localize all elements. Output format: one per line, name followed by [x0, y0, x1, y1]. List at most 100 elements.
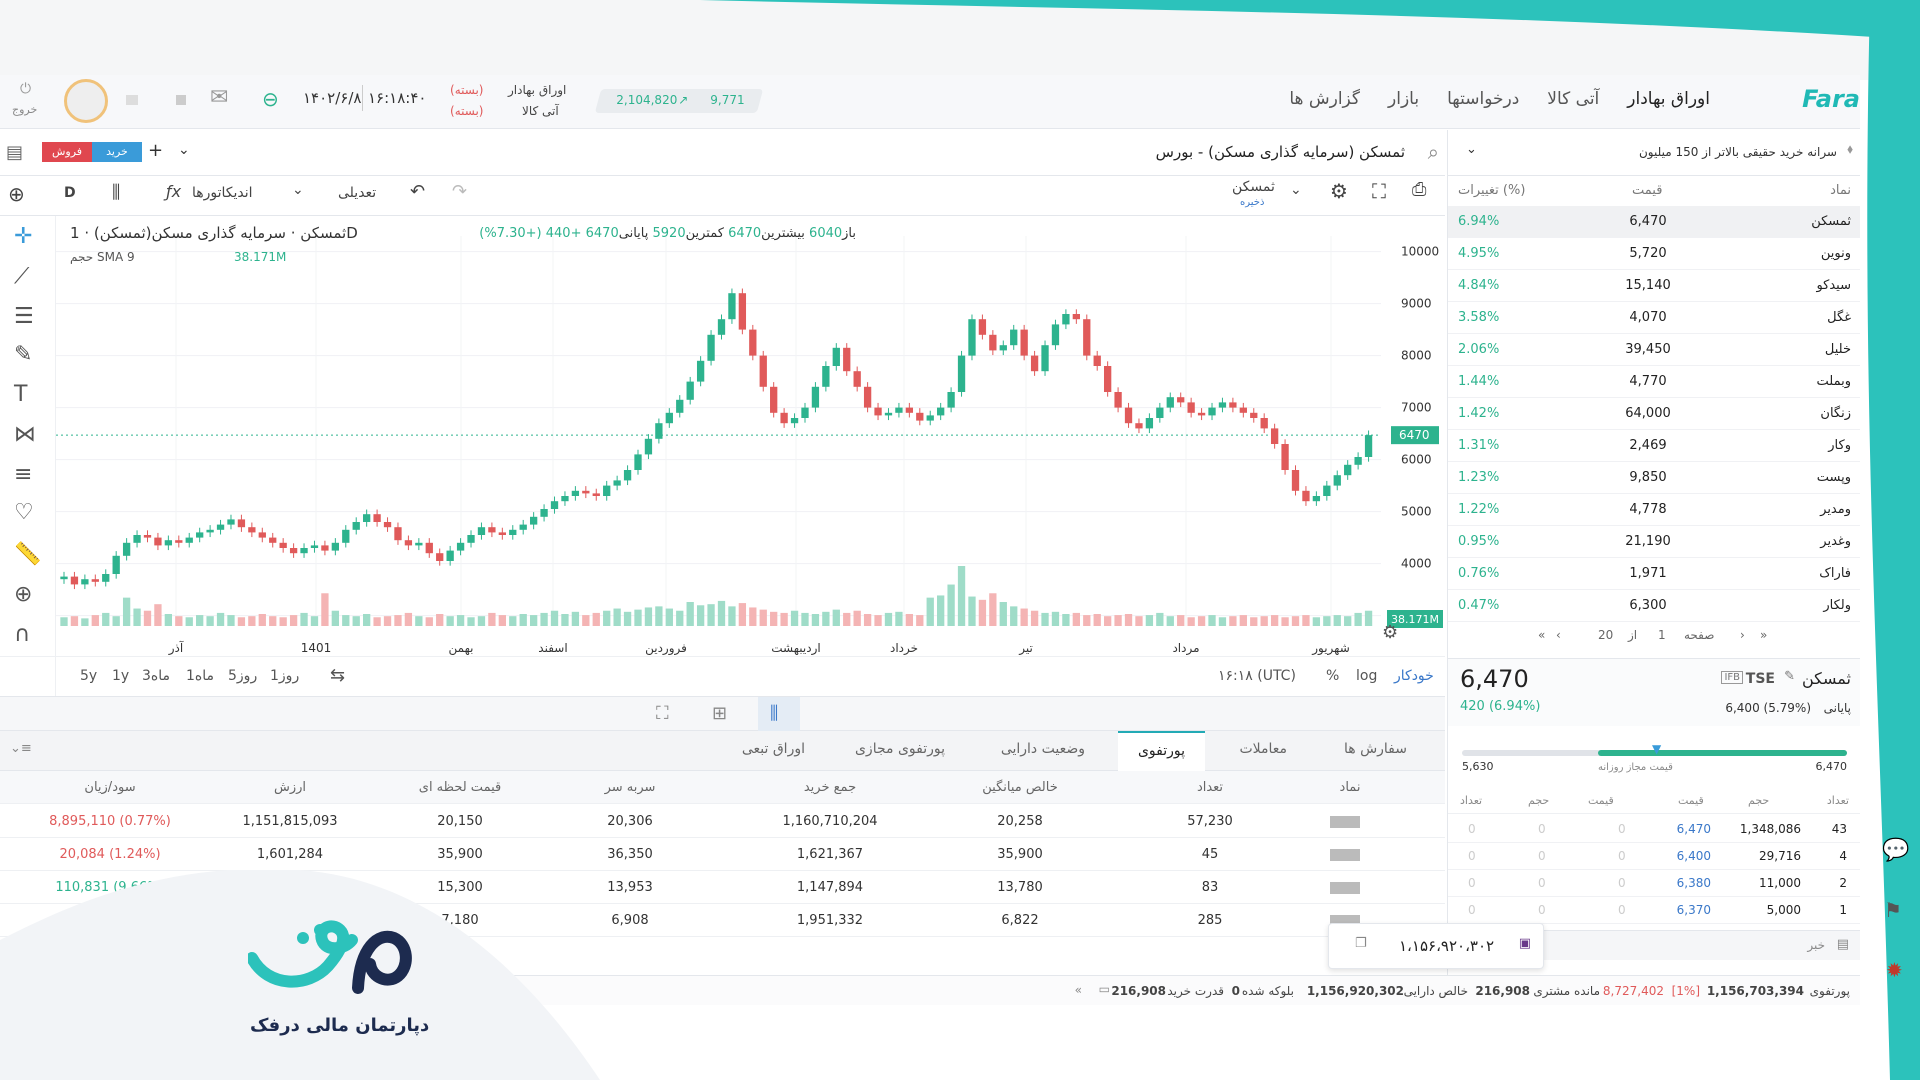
wallet-icon[interactable]: ▭	[1098, 982, 1110, 996]
chevron-down-icon[interactable]: ⌄	[292, 182, 304, 198]
watchlist-row[interactable]: ومدیر 4,778 1.22%	[1448, 494, 1860, 526]
brush-icon[interactable]: ✎	[14, 342, 33, 367]
date-range-icon[interactable]: ⇆	[330, 665, 346, 686]
settings-gear-icon[interactable]: ⚙	[1330, 179, 1348, 203]
orderbook-row[interactable]: 1 5,000 6,370 0 0 0	[1448, 897, 1860, 924]
logout-label[interactable]: خروج	[12, 103, 38, 116]
portfolio-row[interactable]: 57,230 20,258 1,160,710,204 20,306 20,150 1,1…	[0, 805, 1445, 838]
panel-menu-icon[interactable]: ⌄≡	[10, 741, 32, 756]
chevron-down-icon[interactable]: ⌄	[178, 142, 190, 158]
menu-securities[interactable]: اوراق بهادار	[1627, 89, 1710, 109]
prev-page-icon[interactable]: ‹	[1556, 628, 1561, 642]
watchlist-row[interactable]: ولکار 6,300 0.47%	[1448, 590, 1860, 622]
net-asset-popup[interactable]: ❐ ۱،۱۵۶،۹۲۰،۳۰۲ ▣	[1328, 923, 1544, 969]
order-book-icon[interactable]: ▤	[6, 142, 24, 163]
range-5y[interactable]: 5y	[80, 668, 98, 684]
interval-selector[interactable]: D	[64, 185, 76, 201]
chart-settings-gear-icon[interactable]: ⚙	[1382, 622, 1399, 643]
tab-trades[interactable]: معاملات	[1239, 741, 1287, 757]
tab-orders[interactable]: سفارش ها	[1343, 741, 1407, 757]
text-tool-icon[interactable]: T	[14, 382, 28, 407]
edit-pencil-icon[interactable]: ✎	[1784, 669, 1795, 684]
tab-portfolio[interactable]: پورتفوی	[1117, 731, 1205, 771]
menu-market[interactable]: بازار	[1388, 89, 1420, 109]
last-page-icon[interactable]: »	[1760, 628, 1768, 642]
fib-retracement-icon[interactable]: ≡	[14, 462, 33, 487]
watchlist-row[interactable]: غگل 4,070 3.58%	[1448, 302, 1860, 334]
auto-scale-toggle[interactable]: خودکار	[1394, 668, 1434, 684]
watchlist-row[interactable]: خلیل 39,450 2.06%	[1448, 334, 1860, 366]
signpost-icon[interactable]: ⚑	[1884, 898, 1902, 922]
range-5d[interactable]: روز5	[228, 668, 258, 684]
mail-icon[interactable]: ✉	[210, 85, 229, 110]
percent-toggle[interactable]: %	[1326, 668, 1340, 684]
chevron-down-icon[interactable]: ⌄	[1290, 182, 1302, 198]
add-compare-icon[interactable]: ⊕	[8, 182, 25, 206]
range-1m[interactable]: ماه1	[186, 668, 215, 684]
watchlist-row[interactable]: سیدکو 15,140 4.84%	[1448, 270, 1860, 302]
watchlist-row[interactable]: وپست 9,850 1.23%	[1448, 462, 1860, 494]
watchlist-row[interactable]: ثمسکن 6,470 6.94%	[1448, 206, 1860, 238]
news-label[interactable]: خبر	[1807, 938, 1825, 952]
log-toggle[interactable]: log	[1356, 668, 1378, 684]
buy-button[interactable]: خرید	[92, 142, 142, 162]
chart-view-icon[interactable]: ⛶	[656, 703, 669, 724]
indicators-button[interactable]: اندیکاتورها	[192, 185, 253, 201]
save-status[interactable]: ذخیره	[1240, 197, 1265, 208]
power-icon[interactable]: ⏻	[20, 81, 32, 97]
connection-status-icon[interactable]: ⊖	[262, 87, 279, 111]
watchlist-row[interactable]: زنگان 64,000 1.42%	[1448, 398, 1860, 430]
candle-style-icon[interactable]: ⫼	[112, 182, 121, 203]
horizontal-lines-icon[interactable]: ☰	[14, 304, 34, 329]
news-icon[interactable]: ▤	[1836, 937, 1849, 952]
pattern-icon[interactable]: ⋈	[14, 422, 36, 447]
zoom-in-icon[interactable]: ⊕	[14, 582, 33, 607]
support-chat-icon[interactable]: 💬	[1882, 838, 1910, 863]
menu-reports[interactable]: گزارش ها	[1289, 89, 1361, 109]
portfolio-row[interactable]: 285 6,822 1,951,332 6,908 7,180 76,961 (3.94%…	[0, 904, 1445, 937]
redo-icon[interactable]: ↷	[452, 181, 468, 202]
add-icon[interactable]: +	[148, 140, 164, 161]
candlestick-chart-svg[interactable]: 100009000800070006000500040003000آذر1401…	[56, 216, 1445, 656]
orderbook-row[interactable]: 4 29,716 6,400 0 0 0	[1448, 843, 1860, 870]
search-icon[interactable]: ⌕	[1427, 140, 1439, 164]
price-chart[interactable]: 100009000800070006000500040003000آذر1401…	[56, 216, 1445, 656]
watchlist-title[interactable]: سرانه خرید حقیقی بالاتر از 150 میلیون	[1638, 145, 1837, 159]
watchlist-row[interactable]: وبملت 4,770 1.44%	[1448, 366, 1860, 398]
copy-icon[interactable]: ❐	[1355, 936, 1367, 951]
chat-icon[interactable]: ▣	[1518, 936, 1531, 951]
orderbook-row[interactable]: 43 1,348,086 6,470 0 0 0	[1448, 816, 1860, 843]
user-avatar[interactable]	[64, 79, 108, 123]
orderbook-row[interactable]: 2 11,000 6,380 0 0 0	[1448, 870, 1860, 897]
candles-view-icon[interactable]: ⫼	[770, 703, 779, 724]
grid-view-icon[interactable]: ⊞	[712, 703, 728, 724]
first-page-icon[interactable]: «	[1538, 628, 1546, 642]
crosshair-icon[interactable]: ✛	[14, 224, 33, 249]
function-icon[interactable]: ƒx	[166, 182, 182, 201]
portfolio-row[interactable]: 45 35,900 1,621,367 36,350 35,900 1,601,284 20…	[0, 838, 1445, 871]
watchlist-row[interactable]: وکار 2,469 1.31%	[1448, 430, 1860, 462]
portfolio-row[interactable]: 83 13,780 1,147,894 13,953 15,300 110,831 (9.…	[0, 871, 1445, 904]
trendline-icon[interactable]: ⟋	[14, 264, 30, 289]
watchlist-row[interactable]: ونوین 5,720 4.95%	[1448, 238, 1860, 270]
watchlist-row[interactable]: فاراک 1,971 0.76%	[1448, 558, 1860, 590]
sell-button[interactable]: فروش	[42, 142, 92, 162]
bug-report-icon[interactable]: ✹	[1886, 958, 1903, 982]
ruler-icon[interactable]: 📏	[14, 542, 42, 567]
camera-icon[interactable]: ⎙	[1412, 179, 1427, 200]
symbol-title[interactable]: ثمسکن (سرمایه گذاری مسکن) - بورس	[1155, 143, 1405, 161]
tab-asset-status[interactable]: وضعیت دارایی	[1000, 741, 1085, 757]
adjusted-toggle[interactable]: تعدیلی	[338, 185, 377, 201]
tab-virtual-portfolio[interactable]: پورتفوی مجازی	[854, 741, 945, 757]
menu-requests[interactable]: درخواستها	[1447, 89, 1520, 109]
layout-name[interactable]: ثمسکن	[1232, 179, 1275, 195]
tab-rights-issues[interactable]: اوراق تبعی	[741, 741, 805, 757]
next-page-icon[interactable]: ›	[1740, 628, 1745, 642]
magnet-icon[interactable]: ∩	[14, 622, 31, 647]
favorites-heart-icon[interactable]: ♡	[14, 500, 34, 525]
undo-icon[interactable]: ↶	[410, 181, 426, 202]
range-1y[interactable]: 1y	[112, 668, 130, 684]
chevron-down-icon[interactable]: ⌄	[1466, 142, 1477, 157]
menu-commodity-futures[interactable]: آتی کالا	[1547, 89, 1600, 109]
collapse-icon[interactable]: «	[1074, 983, 1082, 997]
